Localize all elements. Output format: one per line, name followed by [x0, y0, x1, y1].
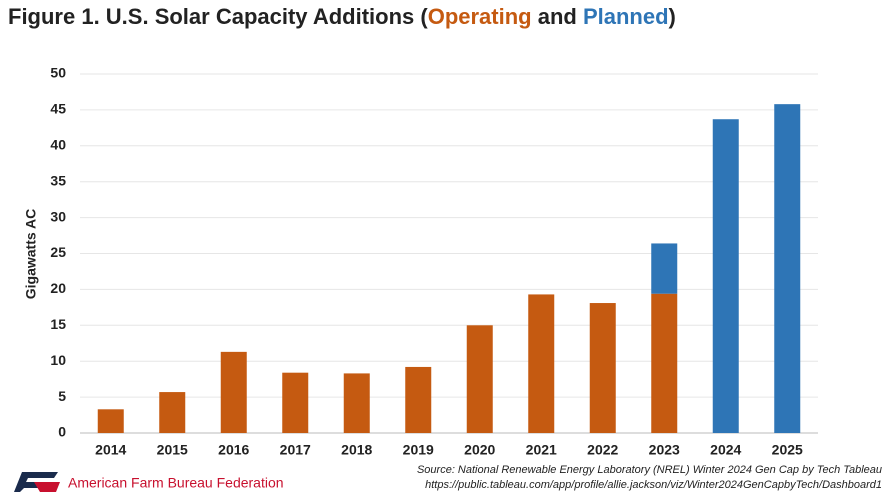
title-part: Operating: [428, 4, 532, 29]
source-url: https://public.tableau.com/app/profile/a…: [425, 479, 882, 491]
bar-segment: [712, 119, 739, 433]
x-tick-label: 2021: [526, 442, 557, 458]
y-tick-label: 50: [50, 65, 66, 81]
bar-segment: [651, 293, 678, 433]
source: Source: National Renewable Energy Labora…: [417, 464, 882, 476]
y-tick-label: 20: [50, 280, 66, 296]
logo: [14, 472, 60, 492]
title-part: ): [669, 4, 676, 29]
y-tick-label: 35: [50, 172, 66, 188]
y-axis-label: Gigawatts AC: [23, 209, 39, 300]
y-tick-label: 30: [50, 208, 66, 224]
chart-title: Figure 1. U.S. Solar Capacity Additions …: [8, 4, 676, 29]
bar-segment: [343, 373, 370, 433]
title-part: Planned: [583, 4, 669, 29]
bar-segment: [220, 351, 247, 433]
y-tick-label: 45: [50, 101, 66, 117]
x-tick-label: 2014: [95, 442, 126, 458]
title-part: Figure 1. U.S. Solar Capacity Additions …: [8, 4, 428, 29]
x-tick-label: 2020: [464, 442, 495, 458]
y-tick-label: 15: [50, 316, 66, 332]
bar-segment: [651, 243, 678, 294]
bar-segment: [774, 104, 801, 433]
x-tick-label: 2025: [772, 442, 803, 458]
x-tick-label: 2017: [280, 442, 311, 458]
bar-segment: [97, 409, 124, 433]
x-tick-label: 2019: [403, 442, 434, 458]
bar-segment: [528, 294, 555, 433]
bar-segment: [466, 325, 493, 433]
x-tick-label: 2018: [341, 442, 372, 458]
title-part: and: [532, 4, 583, 29]
organization: American Farm Bureau Federation: [68, 475, 284, 491]
x-tick-label: 2015: [157, 442, 188, 458]
y-tick-label: 40: [50, 137, 66, 153]
y-tick-label: 25: [50, 244, 66, 260]
bar-segment: [282, 372, 309, 433]
x-tick-label: 2023: [649, 442, 680, 458]
y-tick-label: 10: [50, 352, 66, 368]
bar-segment: [159, 392, 186, 433]
x-tick-label: 2024: [710, 442, 741, 458]
x-tick-label: 2022: [587, 442, 618, 458]
y-tick-label: 5: [58, 388, 66, 404]
y-tick-label: 0: [58, 424, 66, 440]
bar-segment: [405, 366, 432, 433]
bar-segment: [589, 303, 616, 433]
x-tick-label: 2016: [218, 442, 249, 458]
